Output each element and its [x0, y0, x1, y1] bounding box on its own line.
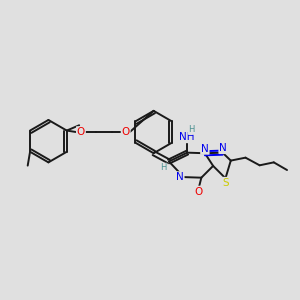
- Text: N: N: [201, 144, 209, 154]
- Text: NH: NH: [179, 132, 195, 142]
- Text: O: O: [122, 127, 130, 137]
- Text: H: H: [188, 125, 195, 134]
- Text: N: N: [219, 143, 227, 153]
- Text: N: N: [176, 172, 184, 182]
- Text: S: S: [223, 178, 230, 188]
- Text: H: H: [160, 164, 167, 172]
- Text: O: O: [77, 127, 85, 137]
- Text: O: O: [195, 187, 203, 196]
